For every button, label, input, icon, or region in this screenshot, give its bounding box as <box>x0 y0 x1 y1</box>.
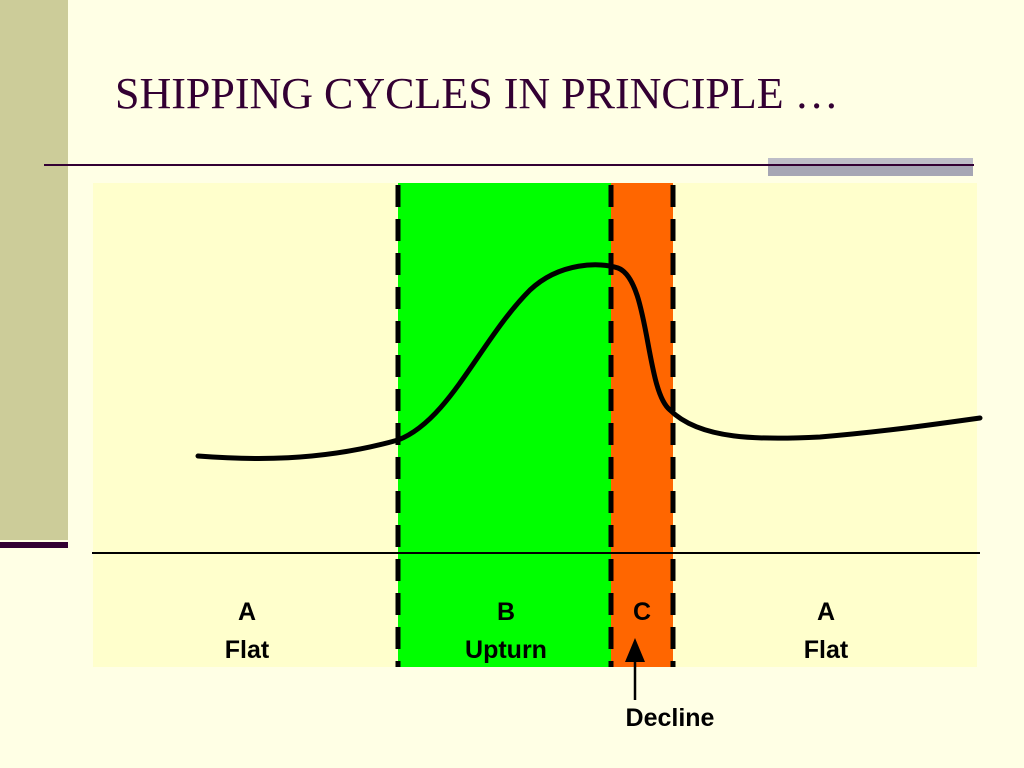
phase-dividers <box>395 185 676 667</box>
phase-c-label: C <box>552 593 732 631</box>
title-underline <box>44 164 974 166</box>
phase-c-decline-band <box>611 183 673 667</box>
phase-c-letter: C <box>632 598 652 626</box>
decline-arrow <box>625 638 645 700</box>
phase-b-label: B Upturn <box>416 593 596 669</box>
title-accent-bars <box>768 158 973 178</box>
slide-title: SHIPPING CYCLES IN PRINCIPLE … <box>115 69 839 118</box>
phase-b-upturn-band <box>398 183 611 667</box>
phase-a-label: A Flat <box>157 593 337 669</box>
phase-a-name: Flat <box>224 636 270 664</box>
phase-a2-name: Flat <box>803 636 849 664</box>
left-decor-accent <box>0 542 68 548</box>
decline-label: Decline <box>625 704 715 732</box>
phase-a2-label: A Flat <box>736 593 916 669</box>
phase-a-letter: A <box>237 598 257 626</box>
cycle-curve <box>195 262 983 462</box>
phase-a2-letter: A <box>816 598 836 626</box>
phase-a-flat-band <box>93 183 398 667</box>
left-decor-bar <box>0 0 68 540</box>
phase-b-letter: B <box>496 598 516 626</box>
phase-b-name: Upturn <box>465 636 547 664</box>
